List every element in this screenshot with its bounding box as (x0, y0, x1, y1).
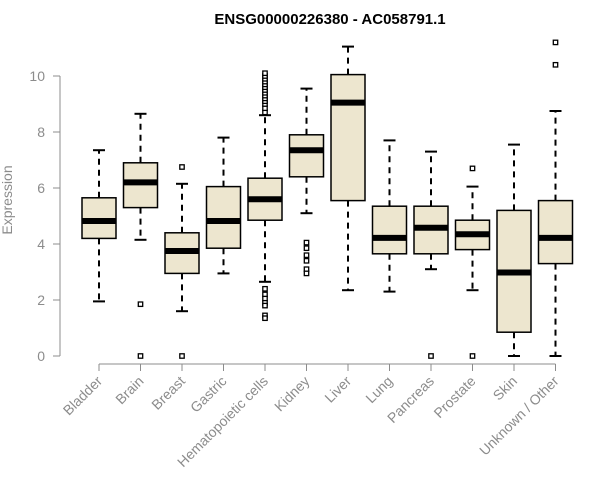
box-liver (330, 45, 366, 292)
outlier-point (552, 39, 559, 46)
outlier-point (137, 301, 144, 308)
box-skin (496, 143, 532, 357)
box-iqr (288, 134, 325, 178)
box-pancreas (413, 150, 449, 359)
x-tick-label: Kidney (271, 373, 313, 415)
outlier-point (179, 353, 185, 359)
y-axis-label: Expression (0, 165, 15, 234)
box-kidney (288, 87, 325, 277)
box-lung (371, 139, 408, 293)
outlier-point (262, 285, 268, 292)
outlier-point (262, 70, 268, 77)
outlier-point (137, 353, 144, 359)
box-bladder (81, 149, 117, 303)
box-brain (122, 112, 159, 359)
x-tick-label: Breast (148, 373, 188, 413)
box-iqr (371, 205, 408, 255)
outlier-point (179, 164, 185, 170)
y-axis: 0 2 4 6 8 10 (29, 68, 61, 364)
outlier-point (303, 270, 310, 277)
y-tick-label: 6 (37, 180, 45, 196)
outlier-point (428, 353, 434, 359)
y-tick-label: 10 (29, 68, 45, 84)
x-tick-label: Liver (321, 373, 354, 406)
y-tick-label: 2 (37, 292, 45, 308)
box-breast (164, 164, 200, 359)
outlier-point (303, 239, 310, 246)
box-gastric (205, 136, 242, 275)
box-iqr (205, 185, 242, 249)
box-unknown-other (537, 39, 574, 357)
box-prostate (454, 165, 491, 359)
box-hematopoietic-cells (247, 70, 283, 322)
outlier-point (303, 257, 310, 264)
x-tick-label: Bladder (60, 373, 106, 419)
y-tick-label: 4 (37, 236, 45, 252)
outlier-point (552, 61, 559, 68)
outlier-point (262, 302, 268, 309)
outlier-point (469, 353, 476, 359)
x-tick-label: Prostate (430, 373, 478, 421)
y-tick-label: 8 (37, 124, 45, 140)
chart-title: ENSG00000226380 - AC058791.1 (214, 11, 445, 28)
box-series (81, 39, 574, 359)
box-iqr (537, 199, 574, 265)
outlier-point (303, 245, 310, 252)
x-tick-label: Unknown / Other (476, 373, 562, 459)
x-tick-label: Skin (490, 373, 521, 404)
outlier-point (262, 315, 268, 322)
outlier-point (469, 165, 476, 172)
y-tick-label: 0 (37, 348, 45, 364)
x-tick-label: Lung (362, 373, 395, 406)
outlier-point (303, 252, 310, 259)
box-iqr (330, 73, 366, 202)
x-tick-label: Brain (112, 373, 146, 407)
